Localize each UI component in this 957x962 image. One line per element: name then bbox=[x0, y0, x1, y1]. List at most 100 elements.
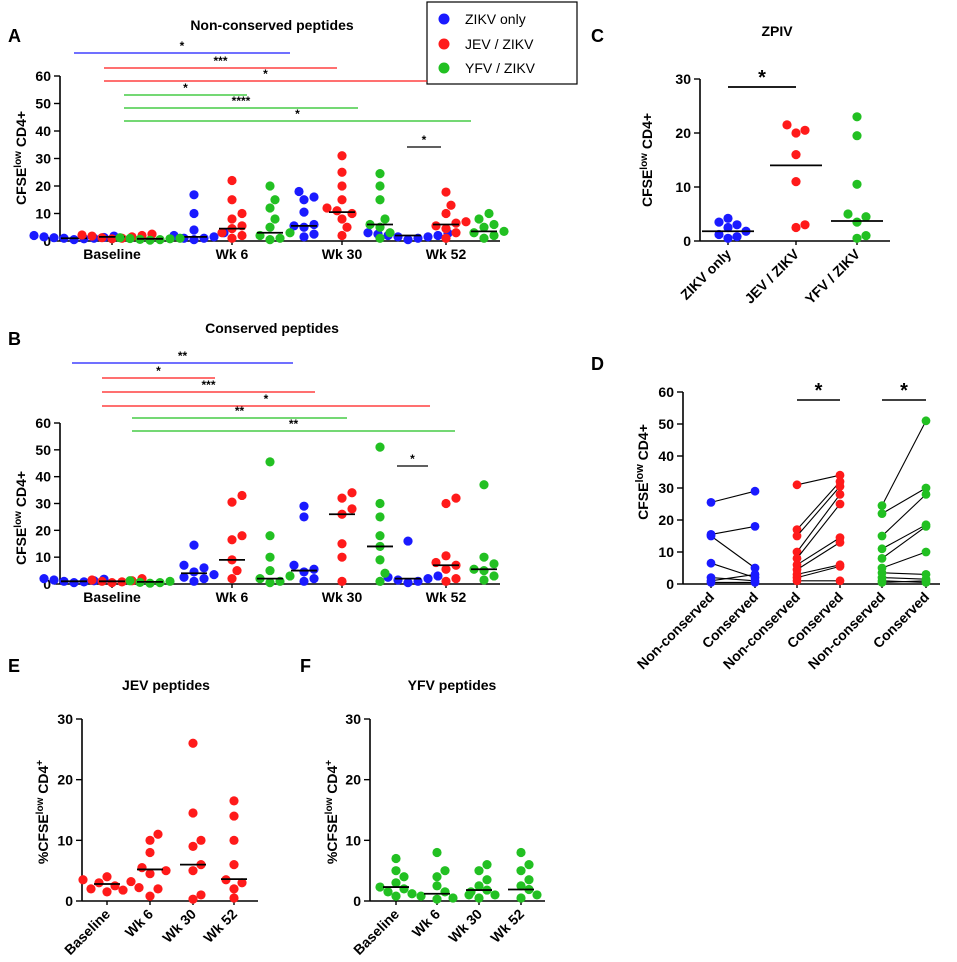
point-e bbox=[188, 841, 198, 852]
point-d-yfv bbox=[921, 416, 931, 426]
point-d-yfv bbox=[877, 544, 887, 554]
point-b-zikv bbox=[49, 575, 59, 585]
point-a-zikv bbox=[294, 186, 304, 197]
point-b-jev bbox=[237, 531, 247, 541]
y-tick-label-f: 10 bbox=[345, 832, 361, 848]
point-e bbox=[229, 811, 239, 821]
point-d-yfv bbox=[921, 547, 931, 557]
point-f bbox=[416, 891, 426, 901]
point-f bbox=[432, 881, 442, 891]
point-b-zikv bbox=[189, 540, 199, 550]
point-c-zikv bbox=[723, 213, 733, 223]
point-a-jev bbox=[337, 195, 347, 205]
point-a-yfv bbox=[265, 222, 275, 232]
point-d-jev bbox=[835, 538, 845, 547]
point-f bbox=[399, 872, 409, 882]
point-e bbox=[94, 878, 104, 888]
x-tick-label-e: Wk 6 bbox=[122, 906, 157, 941]
point-b-jev bbox=[227, 574, 237, 584]
legend: ZIKV only JEV / ZIKV YFV / ZIKV bbox=[426, 1, 578, 85]
point-b-zikv bbox=[423, 574, 433, 584]
point-a-jev bbox=[441, 233, 451, 243]
point-b-yfv bbox=[265, 565, 275, 576]
point-e bbox=[229, 893, 239, 903]
point-a-zikv bbox=[299, 232, 309, 242]
point-b-jev bbox=[337, 576, 347, 586]
point-a-yfv bbox=[474, 214, 484, 224]
point-b-jev bbox=[87, 575, 97, 585]
point-b-yfv bbox=[489, 571, 499, 581]
point-f bbox=[482, 875, 492, 885]
panel-e-letter: E bbox=[8, 656, 20, 676]
point-b-yfv bbox=[375, 512, 385, 522]
point-c-jev bbox=[800, 220, 810, 230]
point-b-jev bbox=[441, 551, 451, 561]
point-f bbox=[375, 882, 385, 892]
legend-jev-marker bbox=[438, 38, 450, 50]
x-tick-label-c: JEV / ZIKV bbox=[741, 245, 802, 306]
point-a-jev bbox=[446, 200, 456, 210]
pair-line-d-yfv bbox=[881, 577, 927, 580]
y-tick-label-c: 30 bbox=[675, 71, 691, 87]
y-tick-label-c: 0 bbox=[683, 233, 691, 249]
point-a-jev bbox=[337, 214, 347, 224]
sig-bar-a-label: *** bbox=[213, 54, 227, 68]
point-b-zikv bbox=[69, 578, 79, 588]
point-e bbox=[196, 835, 206, 845]
y-tick-label-d: 20 bbox=[658, 512, 674, 528]
panel-e-ylabel: %CFSElow CD4+ bbox=[35, 760, 51, 864]
point-a-zikv bbox=[423, 232, 433, 242]
point-a-zikv bbox=[189, 225, 199, 235]
point-a-jev bbox=[441, 187, 451, 197]
point-c-yfv bbox=[852, 179, 862, 189]
point-b-jev bbox=[232, 565, 242, 576]
point-a-yfv bbox=[125, 233, 135, 244]
y-tick-label-f: 0 bbox=[353, 893, 361, 909]
point-d-jev bbox=[835, 562, 845, 571]
point-b-zikv bbox=[189, 576, 199, 586]
legend-zikv-label: ZIKV only bbox=[465, 11, 526, 27]
panel-d-ylabel: CFSElow CD4+ bbox=[634, 424, 651, 520]
point-f bbox=[516, 847, 526, 858]
x-tick-label-a: Wk 6 bbox=[216, 246, 249, 262]
point-a-jev bbox=[107, 234, 117, 244]
point-d-jev bbox=[835, 576, 845, 586]
point-a-jev bbox=[461, 217, 471, 227]
point-d-jev bbox=[835, 499, 845, 509]
x-tick-label-e: Wk 30 bbox=[159, 906, 199, 946]
point-a-jev bbox=[227, 175, 237, 186]
point-a-zikv bbox=[39, 232, 49, 242]
point-a-zikv bbox=[299, 207, 309, 217]
point-a-jev bbox=[237, 230, 247, 241]
x-tick-label-f: Baseline bbox=[350, 906, 402, 958]
x-tick-label-f: Wk 30 bbox=[445, 906, 485, 946]
y-tick-label-d: 40 bbox=[658, 448, 674, 464]
point-b-yfv bbox=[479, 575, 489, 585]
point-a-yfv bbox=[375, 195, 385, 205]
point-a-jev bbox=[227, 195, 237, 205]
pair-line-d-yfv bbox=[881, 572, 927, 575]
sig-bar-a-label: * bbox=[295, 107, 300, 121]
point-f bbox=[490, 890, 500, 900]
panel-a-title: Non-conserved peptides bbox=[190, 17, 354, 33]
point-a-yfv bbox=[489, 219, 499, 230]
point-a-zikv bbox=[69, 235, 79, 245]
sig-bar-a-label: * bbox=[263, 67, 268, 81]
y-tick-label-a: 30 bbox=[35, 151, 51, 167]
pair-line-d-jev bbox=[796, 564, 841, 575]
x-tick-label-d: Non-conserved bbox=[720, 589, 803, 672]
sig-bar-b-label: ** bbox=[289, 417, 299, 431]
point-f bbox=[482, 860, 492, 870]
point-e bbox=[188, 738, 198, 748]
point-e bbox=[237, 878, 247, 888]
point-e bbox=[110, 881, 120, 891]
point-a-zikv bbox=[309, 229, 319, 239]
point-d-zikv bbox=[706, 558, 716, 568]
point-a-zikv bbox=[309, 219, 319, 230]
point-e bbox=[78, 875, 88, 885]
y-tick-label-b: 30 bbox=[35, 496, 51, 512]
y-tick-label-a: 10 bbox=[35, 206, 51, 222]
panel-f-letter: F bbox=[300, 656, 311, 676]
point-c-jev bbox=[800, 125, 810, 135]
